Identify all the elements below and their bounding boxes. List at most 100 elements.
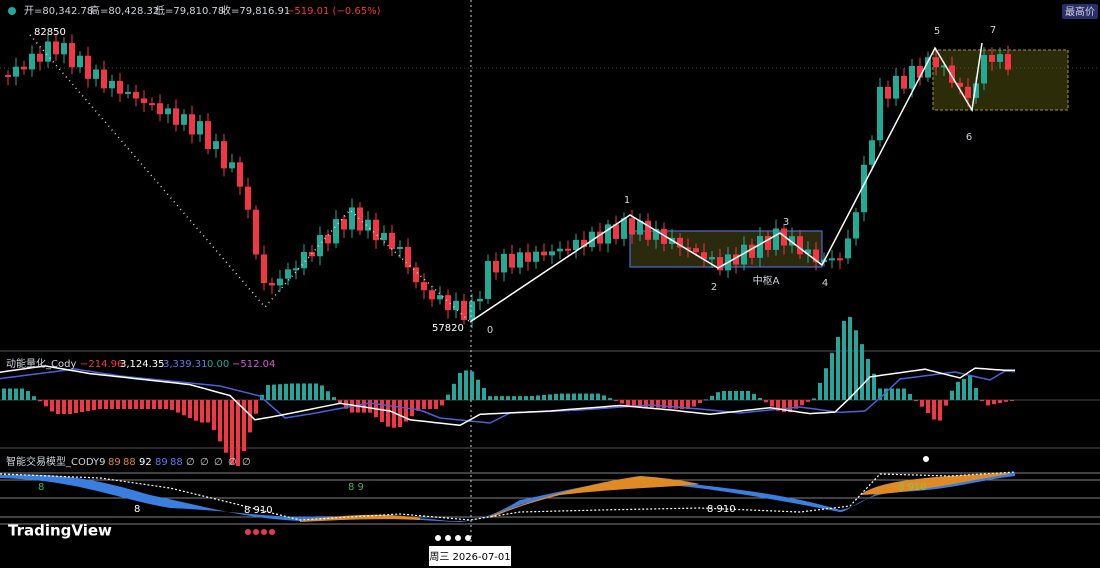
candle-body (549, 251, 555, 256)
macd-line (0, 365, 1015, 427)
candle-body (717, 257, 723, 271)
wave-label: 4 (822, 278, 828, 289)
candle-body (469, 301, 475, 321)
momentum-bar (440, 400, 444, 406)
badge[interactable]: 最高价 (1065, 5, 1095, 18)
candle-body (765, 236, 771, 250)
momentum-bar (902, 388, 906, 400)
candle-body (421, 282, 427, 291)
momentum-bar (452, 383, 456, 400)
momentum-bar (950, 390, 954, 400)
candle-body (341, 219, 347, 230)
badge-bg[interactable] (1062, 4, 1098, 19)
momentum-bar (602, 395, 606, 400)
candle-body (461, 300, 467, 321)
candle-body (981, 54, 987, 84)
momentum-bar (50, 400, 54, 412)
momentum-bar (266, 385, 270, 400)
candle-body (893, 75, 899, 99)
momentum-bar (722, 391, 726, 400)
model-value: 88 (170, 457, 183, 468)
momentum-bar (176, 400, 180, 413)
wave-label: 7 (990, 25, 996, 36)
momentum-bar (668, 400, 672, 409)
candle-body (349, 207, 355, 230)
candle-body (637, 220, 643, 235)
candle-body (117, 80, 123, 94)
momentum-bar (182, 400, 186, 416)
candle-body (213, 141, 219, 149)
momentum-bar (698, 400, 702, 403)
candle-body (701, 252, 707, 260)
momentum-bar (116, 400, 120, 409)
momentum-bar (518, 396, 522, 400)
candle-body (861, 164, 867, 213)
momentum-bar (770, 400, 774, 407)
candle-body (541, 251, 547, 256)
momentum-bar (530, 395, 534, 400)
momentum-bar (968, 376, 972, 400)
momentum-bar (590, 393, 594, 400)
momentum-value: 3,124.35 (120, 359, 165, 370)
wave-label: 6 (966, 132, 972, 143)
momentum-bar (746, 391, 750, 400)
candle-body (277, 278, 283, 286)
momentum-bar (170, 400, 174, 410)
momentum-bar (824, 368, 828, 400)
model-title: 智能交易模型_CODY9 (6, 455, 105, 468)
model-value: 89 (155, 457, 168, 468)
candle-body (877, 86, 883, 141)
signal-dot (435, 535, 441, 541)
momentum-bar (890, 388, 894, 400)
candle-body (237, 162, 243, 187)
candle-body (621, 218, 627, 239)
candle-body (589, 231, 595, 248)
candle-body (317, 235, 323, 257)
open: 开=80,342.78 (24, 6, 93, 17)
momentum-bar (476, 379, 480, 400)
candle-body (997, 54, 1003, 62)
momentum-bar (596, 393, 600, 400)
candle-body (413, 267, 419, 283)
momentum-bar (500, 396, 504, 400)
momentum-bar (188, 400, 192, 418)
momentum-bar (254, 400, 258, 414)
momentum-bar (506, 396, 510, 400)
candle-body (685, 247, 691, 250)
candle-body (221, 141, 227, 169)
candle-body (181, 114, 187, 125)
momentum-bar (98, 400, 102, 409)
model-annotation: 8 910 (707, 504, 736, 515)
signal-dot (445, 535, 451, 541)
momentum-value: 0.00 (207, 359, 229, 370)
brand: TradingView (8, 522, 112, 540)
momentum-bar (488, 396, 492, 400)
change: −519.01 (−0.65%) (286, 6, 381, 17)
momentum-bar (566, 393, 570, 400)
candle-body (77, 55, 83, 68)
candle-body (709, 257, 715, 260)
candle-body (581, 239, 587, 248)
model-empty: ∅ (228, 457, 237, 468)
momentum-bar (692, 400, 696, 407)
candle-body (853, 212, 859, 239)
momentum-bar (542, 394, 546, 400)
candle-body (1005, 54, 1011, 70)
momentum-bar (206, 400, 210, 423)
candle-body (661, 228, 667, 244)
candle-body (805, 249, 811, 255)
candle-body (773, 228, 779, 250)
momentum-bar (428, 400, 432, 409)
model-annotation: 8 910 (898, 482, 927, 493)
candle-body (405, 246, 411, 268)
trend-dotted (29, 34, 471, 323)
candle-body (869, 140, 875, 165)
momentum-bar (302, 383, 306, 400)
candle-body (613, 224, 619, 239)
candle-body (141, 98, 147, 104)
momentum-bar (638, 400, 642, 408)
candle-body (941, 65, 947, 68)
candle-body (957, 82, 963, 87)
candle-body (109, 80, 115, 89)
momentum-bar (146, 400, 150, 409)
